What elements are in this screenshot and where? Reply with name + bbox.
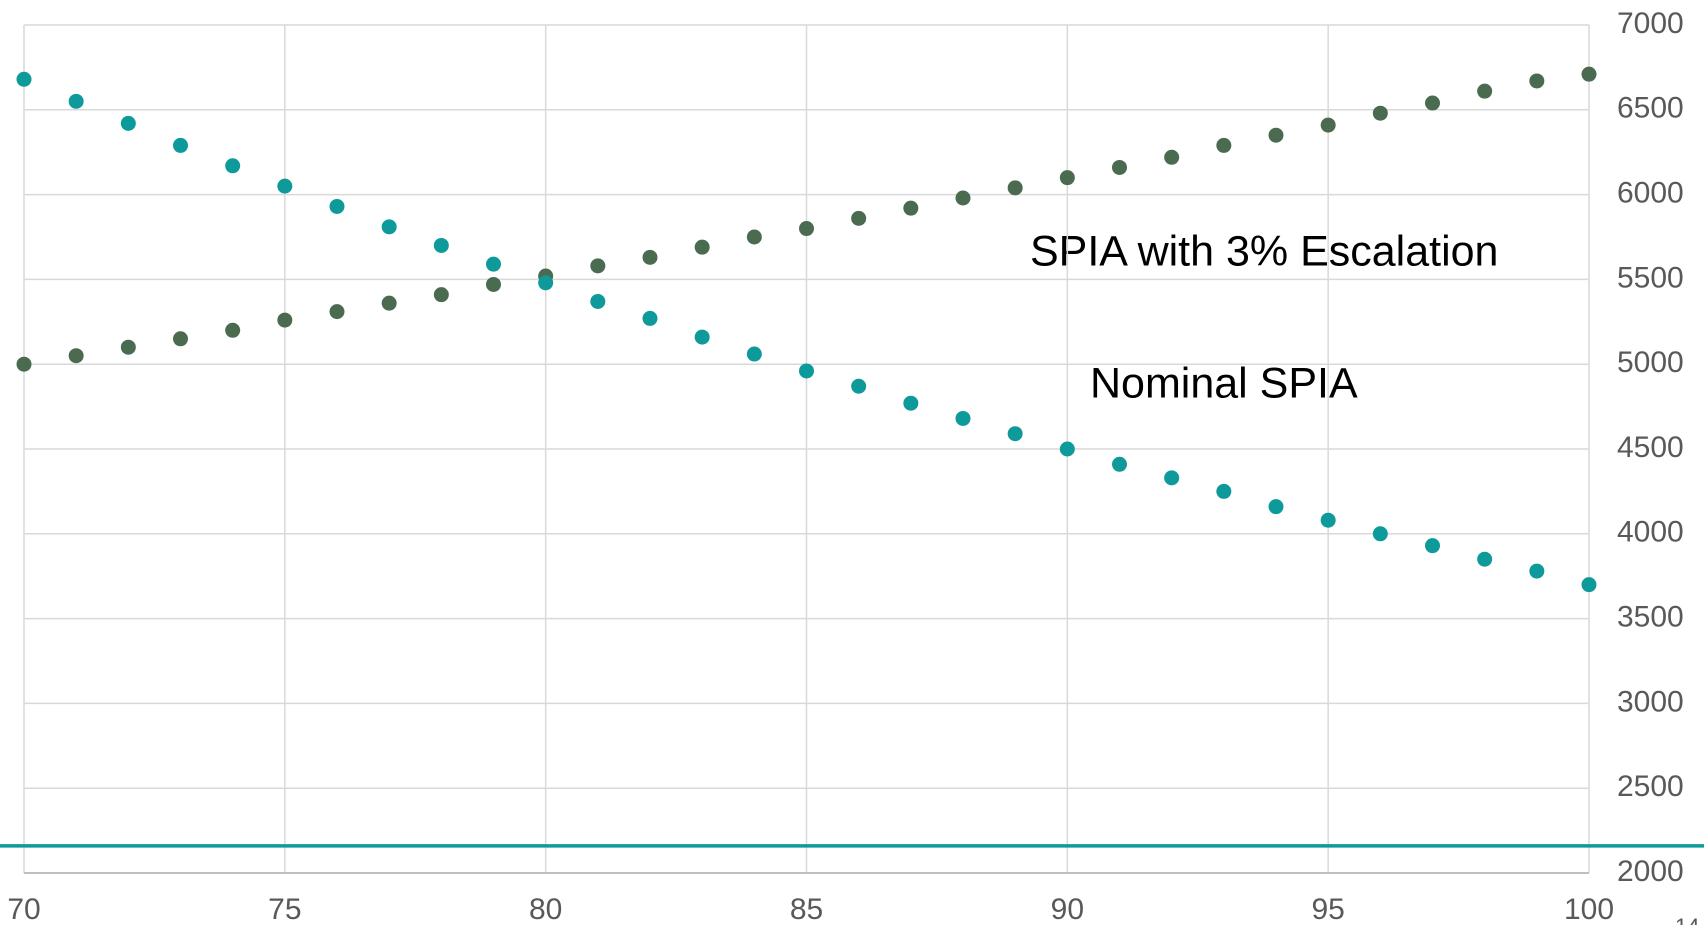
y-tick-label: 2500 <box>1617 770 1684 803</box>
point <box>1007 180 1023 196</box>
annotation: Nominal SPIA <box>1090 359 1358 407</box>
y-tick-label: 4500 <box>1617 431 1684 464</box>
point <box>1320 512 1336 528</box>
point <box>1372 105 1388 121</box>
point <box>381 295 397 311</box>
y-tick-label: 3000 <box>1617 685 1684 718</box>
y-tick-label: 7000 <box>1617 7 1684 40</box>
point <box>903 395 919 411</box>
y-tick-label: 3500 <box>1617 601 1684 634</box>
point <box>173 137 188 153</box>
y-tick-label: 5500 <box>1617 261 1684 294</box>
point <box>433 287 449 303</box>
point <box>120 339 136 355</box>
point <box>538 275 554 291</box>
x-tick-label: 85 <box>790 893 823 925</box>
point <box>329 198 345 214</box>
x-tick-label: 70 <box>7 893 40 925</box>
point <box>68 93 84 109</box>
point <box>746 346 762 362</box>
point <box>955 410 971 426</box>
point <box>486 276 501 292</box>
point <box>1164 149 1180 165</box>
point <box>68 348 84 364</box>
point <box>590 293 606 309</box>
x-tick-label: 100 <box>1564 893 1614 925</box>
point <box>1477 83 1493 99</box>
point <box>642 249 658 265</box>
point <box>1581 577 1597 593</box>
x-tick-label: 90 <box>1051 893 1084 925</box>
point <box>381 219 397 235</box>
point <box>225 322 241 338</box>
point <box>1216 483 1232 499</box>
point <box>173 331 188 347</box>
y-tick-label: 4000 <box>1617 516 1684 549</box>
point <box>799 221 814 237</box>
point <box>1425 95 1440 111</box>
point <box>1477 551 1493 567</box>
y-tick-label: 2000 <box>1617 855 1684 888</box>
point <box>799 363 814 379</box>
point <box>1112 456 1127 472</box>
point <box>486 256 501 272</box>
point <box>277 312 293 328</box>
point <box>955 190 971 206</box>
y-tick-label: 6000 <box>1617 177 1684 210</box>
point <box>16 71 32 87</box>
point <box>225 158 241 174</box>
point <box>1112 159 1127 175</box>
point <box>903 200 919 216</box>
point <box>1059 170 1075 186</box>
point <box>642 310 658 326</box>
point <box>433 237 449 253</box>
point <box>120 115 136 131</box>
point <box>1529 73 1545 89</box>
point <box>16 356 32 372</box>
point <box>851 210 867 226</box>
y-tick-label: 5000 <box>1617 346 1684 379</box>
point <box>694 329 710 345</box>
point <box>1216 137 1232 153</box>
point <box>1059 441 1075 457</box>
page-number: 14 <box>1675 914 1699 925</box>
point <box>1529 563 1545 579</box>
point <box>1007 426 1023 442</box>
point <box>1268 127 1284 143</box>
point <box>694 239 710 255</box>
point <box>590 258 606 274</box>
point <box>277 178 293 194</box>
point <box>1425 538 1440 554</box>
x-tick-label: 95 <box>1311 893 1344 925</box>
point <box>851 378 867 394</box>
point <box>1268 499 1284 515</box>
point <box>1581 66 1597 82</box>
point <box>329 304 345 320</box>
point <box>1372 526 1388 542</box>
x-tick-label: 75 <box>268 893 301 925</box>
annotation: SPIA with 3% Escalation <box>1030 227 1498 275</box>
x-tick-label: 80 <box>529 893 562 925</box>
point <box>1320 117 1336 133</box>
point <box>746 229 762 245</box>
point <box>1164 470 1180 486</box>
y-tick-label: 6500 <box>1617 92 1684 125</box>
